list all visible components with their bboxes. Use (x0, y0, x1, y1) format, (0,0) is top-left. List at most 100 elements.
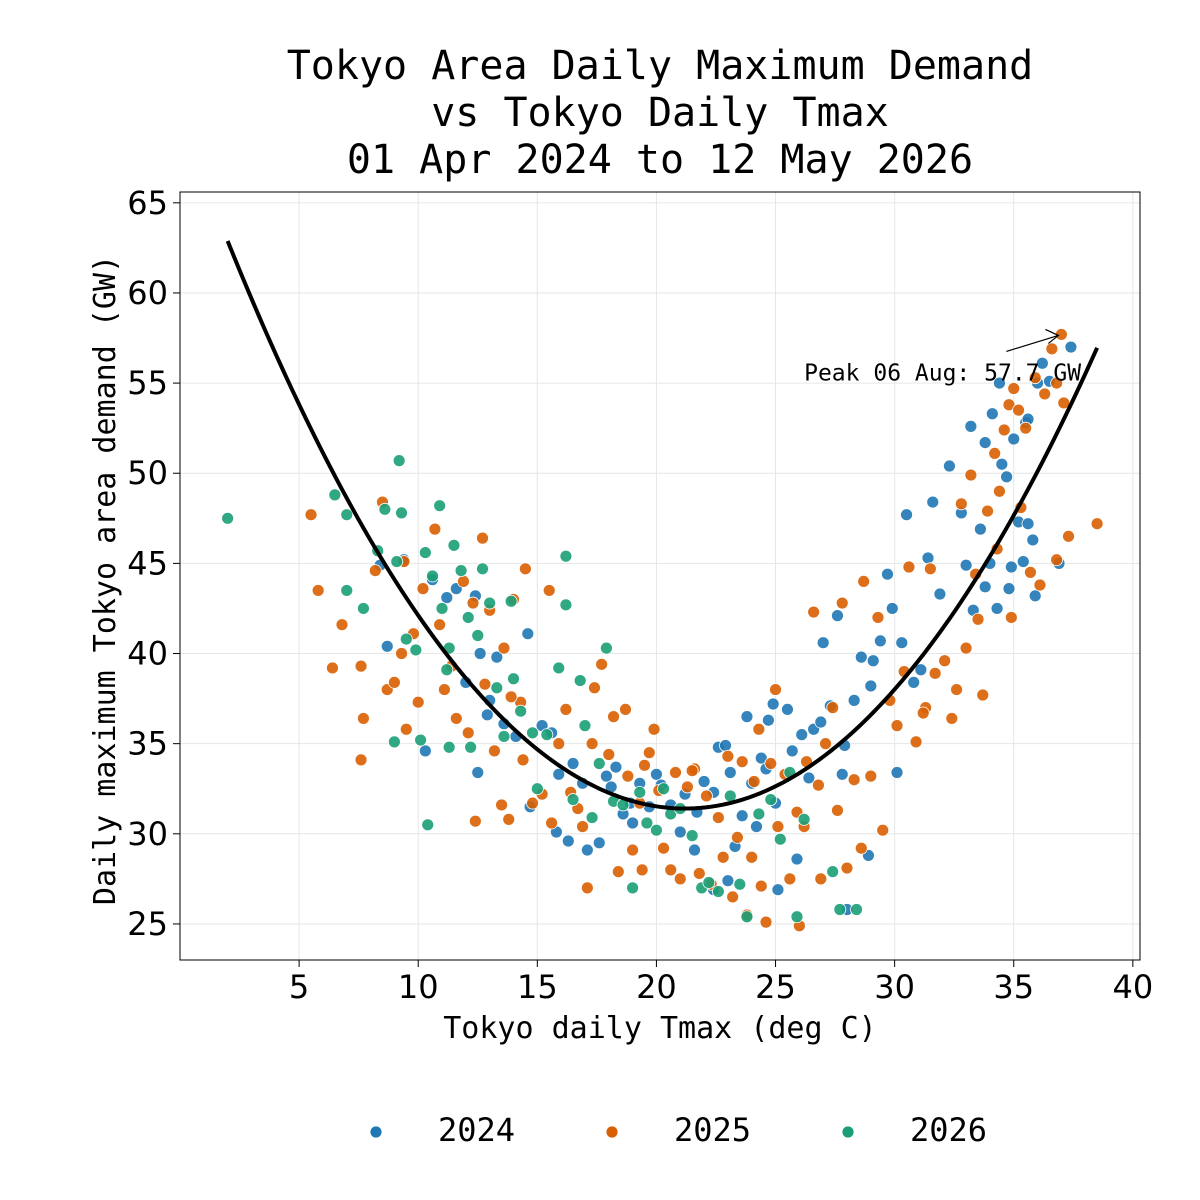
data-point (771, 820, 785, 833)
data-point (735, 755, 749, 769)
data-point (418, 744, 432, 758)
grid (180, 192, 1140, 960)
data-point (812, 778, 825, 792)
data-point (797, 812, 811, 826)
data-point (831, 803, 844, 817)
data-point (766, 697, 780, 711)
data-point (442, 740, 456, 754)
data-point (600, 641, 613, 655)
data-point (626, 816, 640, 830)
data-point (433, 499, 447, 513)
data-point (711, 885, 725, 898)
data-point (497, 730, 511, 743)
legend-marker (841, 1125, 855, 1139)
data-point (540, 728, 554, 742)
data-point (764, 793, 778, 806)
data-point (1050, 553, 1064, 567)
data-point (471, 766, 485, 779)
data-point (1035, 356, 1049, 370)
data-point (626, 843, 640, 857)
data-point (611, 865, 625, 879)
data-point (783, 872, 797, 886)
data-point (464, 740, 478, 754)
data-point (790, 910, 804, 924)
data-point (1050, 376, 1064, 390)
data-point (945, 712, 959, 725)
data-point (688, 843, 701, 857)
data-point (657, 782, 670, 796)
data-point (368, 564, 382, 577)
data-point (909, 735, 923, 749)
x-tick-label: 20 (636, 968, 677, 1006)
data-point (580, 843, 594, 857)
data-point (826, 865, 840, 879)
data-point (552, 767, 566, 781)
data-point (916, 706, 930, 720)
data-point (1007, 382, 1021, 395)
data-point (721, 874, 735, 888)
x-axis-label: Tokyo daily Tmax (deg C) (443, 1011, 876, 1046)
legend-label: 2025 (674, 1111, 751, 1149)
y-tick-label: 45 (127, 544, 168, 582)
data-point (988, 447, 1002, 460)
data-point (642, 746, 656, 760)
data-point (938, 654, 952, 668)
data-point (864, 679, 878, 693)
data-point (850, 903, 863, 916)
data-point (854, 650, 868, 664)
data-point (328, 488, 342, 502)
data-point (340, 584, 354, 597)
data-point (954, 497, 968, 511)
data-point (895, 636, 909, 650)
legend-label: 2024 (438, 1111, 515, 1149)
data-point (752, 807, 766, 821)
data-point (521, 627, 535, 641)
data-point (680, 780, 694, 794)
y-tick-label: 40 (127, 635, 168, 673)
data-point (1004, 560, 1018, 574)
data-point (578, 719, 592, 733)
data-point (764, 757, 778, 770)
data-point (857, 575, 871, 588)
data-point (497, 641, 511, 655)
data-point (890, 719, 904, 733)
data-point (418, 546, 432, 559)
data-point (626, 881, 640, 895)
data-point (700, 789, 713, 803)
series-2024 (373, 340, 1078, 916)
data-point (981, 504, 994, 518)
data-point (609, 760, 623, 774)
data-point (759, 915, 773, 929)
data-point (449, 712, 463, 725)
data-point (873, 634, 887, 648)
legend-marker (605, 1125, 619, 1139)
data-point (907, 675, 921, 689)
data-point (1012, 403, 1025, 417)
data-point (923, 562, 937, 576)
data-point (1062, 529, 1075, 543)
data-point (769, 683, 782, 696)
peak-annotation: Peak 06 Aug: 57.7 GW (804, 328, 1081, 386)
data-point (1026, 533, 1040, 547)
data-point (468, 814, 482, 828)
data-point (480, 708, 494, 722)
data-point (943, 459, 956, 473)
y-axis-label: Daily maximum Tokyo area demand (GW) (88, 255, 123, 905)
data-point (638, 758, 651, 772)
data-point (602, 748, 616, 761)
data-point (502, 812, 516, 826)
data-point (657, 841, 670, 855)
data-point (959, 558, 973, 572)
data-point (692, 867, 706, 880)
data-point (847, 693, 861, 707)
data-point (380, 639, 394, 653)
data-point (387, 735, 401, 749)
fit-curve-layer (225, 240, 1099, 811)
data-point (395, 506, 408, 520)
legend-item-2024: 2024 (369, 1111, 515, 1149)
data-point (504, 690, 518, 704)
data-point (221, 511, 235, 525)
data-point (495, 798, 508, 812)
data-point (633, 785, 647, 799)
